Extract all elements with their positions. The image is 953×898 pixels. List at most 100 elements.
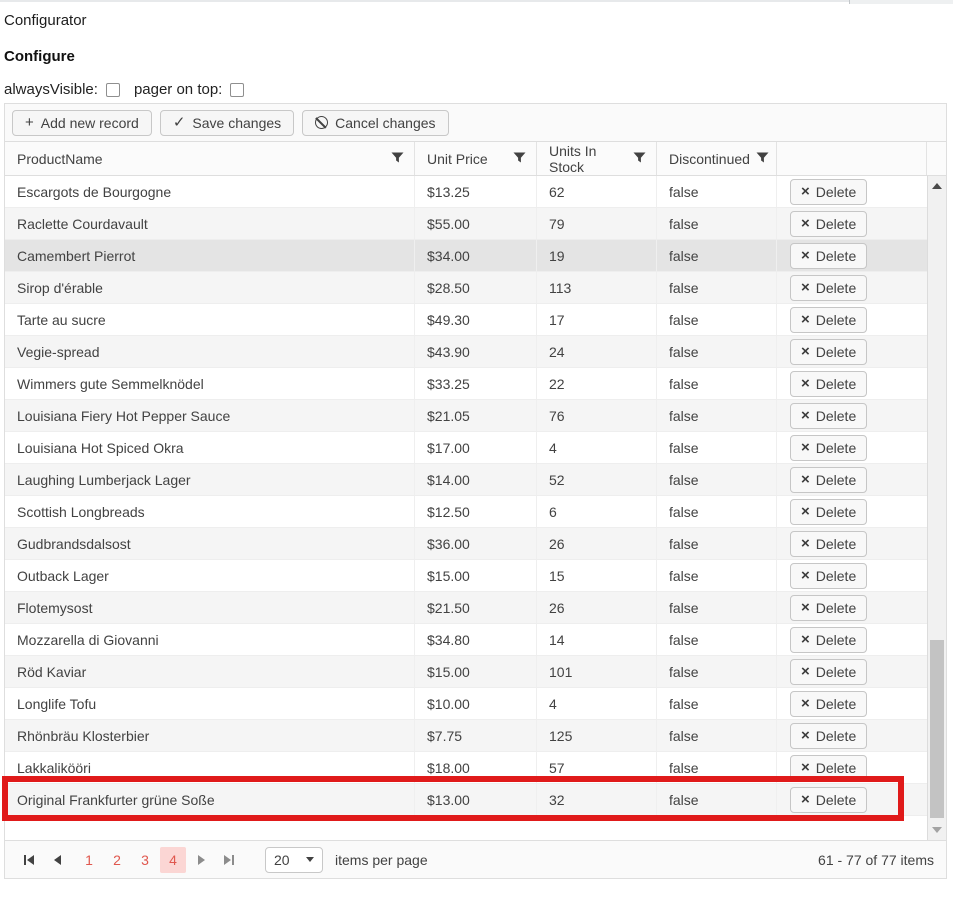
product-name-cell: Vegie-spread [5,336,415,367]
table-row[interactable]: Rhönbräu Klosterbier $7.75 125 false × Delete [5,720,946,752]
cancel-changes-button[interactable]: Cancel changes [302,109,449,136]
scrollbar-thumb[interactable] [930,640,944,818]
table-row[interactable]: Raclette Courdavault $55.00 79 false × Delete [5,208,946,240]
table-row[interactable]: Camembert Pierrot $34.00 19 false × Delete [5,240,946,272]
discontinued-cell: false [657,304,777,335]
units-in-stock-cell: 101 [537,656,657,687]
pager-last-button[interactable] [217,848,241,872]
pager-page-3[interactable]: 3 [141,851,149,868]
table-row[interactable]: Wimmers gute Semmelknödel $33.25 22 false × D… [5,368,946,400]
delete-label: Delete [815,663,857,680]
delete-button[interactable]: × Delete [790,754,868,781]
delete-button[interactable]: × Delete [790,434,868,461]
check-icon: ✓ [172,114,186,131]
delete-label: Delete [815,791,857,808]
column-header-Discontinued: Discontinued [657,142,777,175]
table-row[interactable]: Original Frankfurter grüne Soße $13.00 32 f… [5,784,946,816]
unit-price-cell: $15.00 [415,656,537,687]
option-checkbox[interactable] [230,82,245,97]
table-row[interactable]: Louisiana Fiery Hot Pepper Sauce $21.05 76… [5,400,946,432]
delete-button[interactable]: × Delete [790,786,868,813]
table-row[interactable]: Laughing Lumberjack Lager $14.00 52 false × D… [5,464,946,496]
pager-page-4[interactable]: 4 [160,846,186,873]
delete-x-icon: × [801,663,810,680]
table-row[interactable]: Gudbrandsdalsost $36.00 26 false × Delete [5,528,946,560]
delete-button[interactable]: × Delete [790,466,868,493]
table-row[interactable]: Outback Lager $15.00 15 false × Delete [5,560,946,592]
vertical-scrollbar[interactable] [927,176,946,840]
delete-button[interactable]: × Delete [790,370,868,397]
command-cell: × Delete [777,528,927,559]
top-divider-right [850,0,953,4]
delete-button[interactable]: × Delete [790,338,868,365]
option-label: alwaysVisible: [4,81,98,98]
scroll-down-icon[interactable] [928,824,946,836]
delete-button[interactable]: × Delete [790,498,868,525]
option-checkbox[interactable] [105,82,120,97]
add-new-record-button[interactable]: + Add new record [12,109,152,136]
save-changes-button[interactable]: ✓ Save changes [159,109,295,136]
discontinued-cell: false [657,720,777,751]
table-row[interactable]: Lakkalikööri $18.00 57 false × Delete [5,752,946,784]
table-row[interactable]: Longlife Tofu $10.00 4 false × Delete [5,688,946,720]
table-row[interactable]: Flotemysost $21.50 26 false × Delete [5,592,946,624]
discontinued-cell: false [657,368,777,399]
units-in-stock-cell: 6 [537,496,657,527]
table-row[interactable]: Sirop d'érable $28.50 113 false × Delete [5,272,946,304]
unit-price-cell: $21.50 [415,592,537,623]
pager-first-button[interactable] [17,848,41,872]
product-name-cell: Flotemysost [5,592,415,623]
delete-x-icon: × [801,215,810,232]
product-name-cell: Raclette Courdavault [5,208,415,239]
delete-label: Delete [815,567,857,584]
table-row[interactable]: Mozzarella di Giovanni $34.80 14 false × Dele… [5,624,946,656]
delete-label: Delete [815,343,857,360]
delete-button[interactable]: × Delete [790,530,868,557]
delete-button[interactable]: × Delete [790,594,868,621]
table-row[interactable]: Tarte au sucre $49.30 17 false × Delete [5,304,946,336]
button-label: Add new record [40,114,139,131]
delete-button[interactable]: × Delete [790,658,868,685]
page-size-dropdown[interactable]: 20 [265,846,323,873]
filter-icon[interactable] [391,151,404,167]
table-row[interactable]: Röd Kaviar $15.00 101 false × Delete [5,656,946,688]
delete-label: Delete [815,279,857,296]
filter-icon[interactable] [513,151,526,167]
delete-x-icon: × [801,695,810,712]
delete-label: Delete [815,599,857,616]
delete-button[interactable]: × Delete [790,274,868,301]
command-cell: × Delete [777,784,927,815]
delete-button[interactable]: × Delete [790,562,868,589]
pager-next-button[interactable] [189,848,213,872]
delete-label: Delete [815,727,857,744]
delete-button[interactable]: × Delete [790,690,868,717]
filter-icon[interactable] [633,151,646,167]
caret-down-icon [306,857,314,862]
delete-x-icon: × [801,471,810,488]
discontinued-cell: false [657,752,777,783]
unit-price-cell: $28.50 [415,272,537,303]
command-cell: × Delete [777,592,927,623]
pager-prev-button[interactable] [45,848,69,872]
command-cell: × Delete [777,752,927,783]
pager-page-1[interactable]: 1 [85,851,93,868]
page-title: Configurator [4,12,87,29]
unit-price-cell: $43.90 [415,336,537,367]
table-row[interactable]: Louisiana Hot Spiced Okra $17.00 4 false × De… [5,432,946,464]
delete-button[interactable]: × Delete [790,306,868,333]
delete-button[interactable]: × Delete [790,242,868,269]
delete-button[interactable]: × Delete [790,402,868,429]
delete-button[interactable]: × Delete [790,178,868,205]
filter-icon[interactable] [756,151,769,167]
delete-button[interactable]: × Delete [790,722,868,749]
table-row[interactable]: Vegie-spread $43.90 24 false × Delete [5,336,946,368]
pager-page-2[interactable]: 2 [113,851,121,868]
discontinued-cell: false [657,496,777,527]
table-row[interactable]: Escargots de Bourgogne $13.25 62 false × Dele… [5,176,946,208]
table-row[interactable]: Scottish Longbreads $12.50 6 false × Delete [5,496,946,528]
product-name-cell: Camembert Pierrot [5,240,415,271]
delete-button[interactable]: × Delete [790,626,868,653]
column-title: ProductName [17,150,103,167]
delete-button[interactable]: × Delete [790,210,868,237]
scroll-up-icon[interactable] [928,180,946,192]
